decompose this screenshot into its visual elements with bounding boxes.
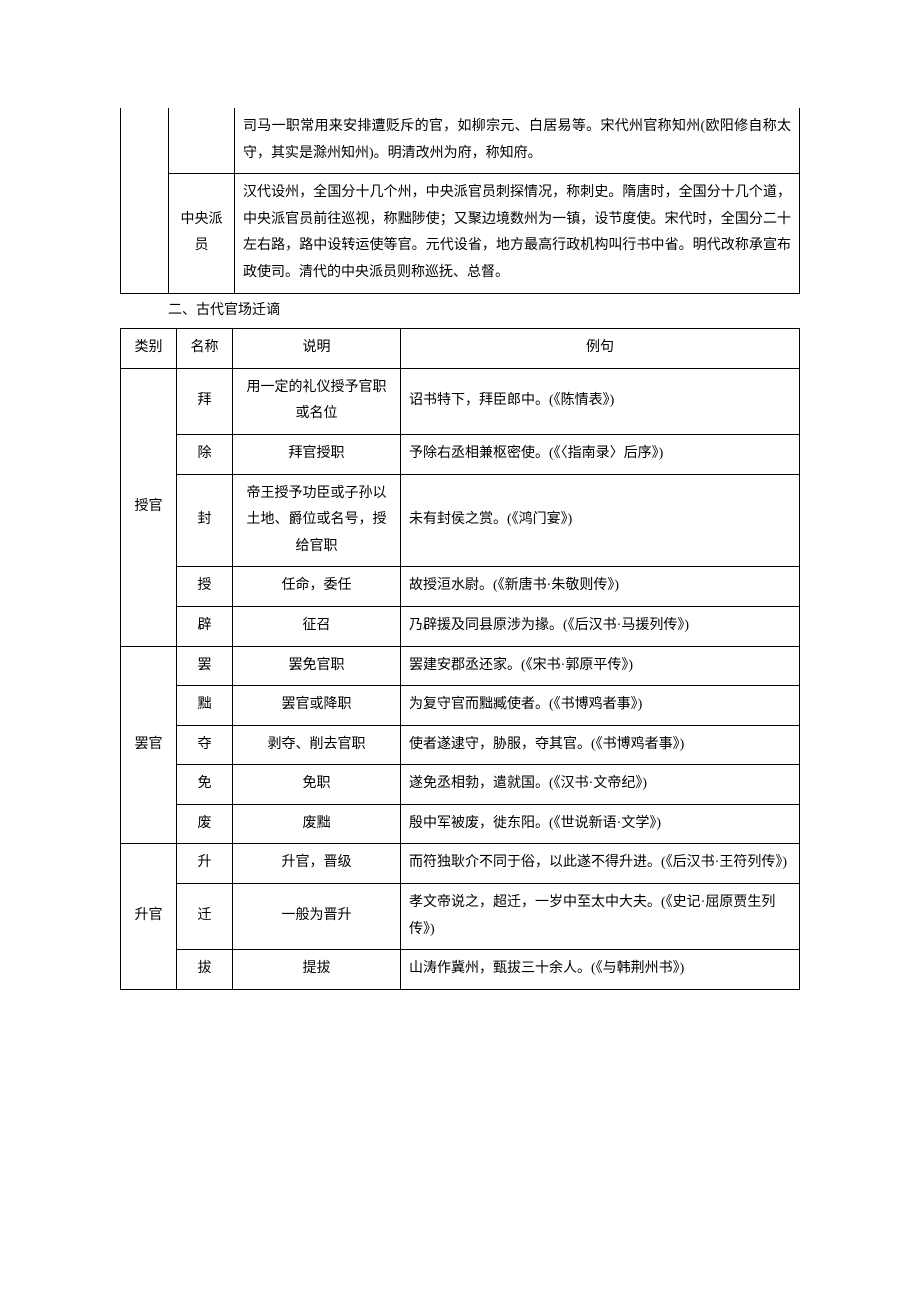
cell-desc: 罢官或降职 — [233, 686, 401, 726]
cell-example: 为复守官而黜臧使者。(《书博鸡者事》) — [401, 686, 800, 726]
table-row: 夺 剥夺、削去官职 使者遂逮守，胁服，夺其官。(《书博鸡者事》) — [121, 725, 800, 765]
cell-category-blank — [121, 108, 169, 293]
cell-name: 升 — [177, 844, 233, 884]
cell-name: 免 — [177, 765, 233, 805]
table-row: 辟 征召 乃辟援及同县原涉为掾。(《后汉书·马援列传》) — [121, 606, 800, 646]
cell-desc: 升官，晋级 — [233, 844, 401, 884]
table-row: 授官 拜 用一定的礼仪授予官职或名位 诏书特下，拜臣郎中。(《陈情表》) — [121, 368, 800, 434]
table-row: 废 废黜 殷中军被废，徙东阳。(《世说新语·文学》) — [121, 804, 800, 844]
cell-name: 罢 — [177, 646, 233, 686]
cell-category: 罢官 — [121, 646, 177, 844]
cell-name: 夺 — [177, 725, 233, 765]
header-category: 类别 — [121, 329, 177, 369]
table-row: 封 帝王授予功臣或子孙以土地、爵位或名号，授给官职 未有封侯之赏。(《鸿门宴》) — [121, 474, 800, 567]
cell-desc: 征召 — [233, 606, 401, 646]
cell-desc-1: 司马一职常用来安排遭贬斥的官，如柳宗元、白居易等。宋代州官称知州(欧阳修自称太守… — [235, 108, 800, 174]
cell-label-zhongyang: 中央派员 — [169, 174, 235, 293]
cell-example: 使者遂逮守，胁服，夺其官。(《书博鸡者事》) — [401, 725, 800, 765]
table-header-row: 类别 名称 说明 例句 — [121, 329, 800, 369]
table-row: 司马一职常用来安排遭贬斥的官，如柳宗元、白居易等。宋代州官称知州(欧阳修自称太守… — [121, 108, 800, 174]
cell-desc: 用一定的礼仪授予官职或名位 — [233, 368, 401, 434]
cell-example: 诏书特下，拜臣郎中。(《陈情表》) — [401, 368, 800, 434]
cell-name: 拔 — [177, 950, 233, 990]
cell-example: 未有封侯之赏。(《鸿门宴》) — [401, 474, 800, 567]
cell-desc: 拜官授职 — [233, 434, 401, 474]
table-row: 授 任命，委任 故授洹水尉。(《新唐书·朱敬则传》) — [121, 567, 800, 607]
cell-category: 升官 — [121, 844, 177, 989]
cell-name: 除 — [177, 434, 233, 474]
cell-example: 殷中军被废，徙东阳。(《世说新语·文学》) — [401, 804, 800, 844]
cell-name: 黜 — [177, 686, 233, 726]
header-example: 例句 — [401, 329, 800, 369]
table-officials-top: 司马一职常用来安排遭贬斥的官，如柳宗元、白居易等。宋代州官称知州(欧阳修自称太守… — [120, 108, 800, 294]
table-row: 升官 升 升官，晋级 而符独耿介不同于俗，以此遂不得升进。(《后汉书·王符列传》… — [121, 844, 800, 884]
cell-name: 迁 — [177, 884, 233, 950]
header-name: 名称 — [177, 329, 233, 369]
section-title: 二、古代官场迁谪 — [168, 298, 800, 325]
cell-label-blank — [169, 108, 235, 174]
table-row: 免 免职 遂免丞相勃，遣就国。(《汉书·文帝纪》) — [121, 765, 800, 805]
cell-example: 乃辟援及同县原涉为掾。(《后汉书·马援列传》) — [401, 606, 800, 646]
cell-desc: 任命，委任 — [233, 567, 401, 607]
cell-name: 授 — [177, 567, 233, 607]
cell-desc: 一般为晋升 — [233, 884, 401, 950]
cell-desc-2: 汉代设州，全国分十几个州，中央派官员刺探情况，称刺史。隋唐时，全国分十几个道，中… — [235, 174, 800, 293]
cell-example: 予除右丞相兼枢密使。(《〈指南录〉后序》) — [401, 434, 800, 474]
table-officials-migration: 类别 名称 说明 例句 授官 拜 用一定的礼仪授予官职或名位 诏书特下，拜臣郎中… — [120, 328, 800, 990]
cell-name: 封 — [177, 474, 233, 567]
cell-desc: 罢免官职 — [233, 646, 401, 686]
table-row: 中央派员 汉代设州，全国分十几个州，中央派官员刺探情况，称刺史。隋唐时，全国分十… — [121, 174, 800, 293]
table-row: 黜 罢官或降职 为复守官而黜臧使者。(《书博鸡者事》) — [121, 686, 800, 726]
cell-example: 山涛作冀州，甄拔三十余人。(《与韩荆州书》) — [401, 950, 800, 990]
cell-example: 遂免丞相勃，遣就国。(《汉书·文帝纪》) — [401, 765, 800, 805]
table-row: 迁 一般为晋升 孝文帝说之，超迁，一岁中至太中大夫。(《史记·屈原贾生列传》) — [121, 884, 800, 950]
cell-example: 罢建安郡丞还家。(《宋书·郭原平传》) — [401, 646, 800, 686]
table-row: 除 拜官授职 予除右丞相兼枢密使。(《〈指南录〉后序》) — [121, 434, 800, 474]
table-row: 罢官 罢 罢免官职 罢建安郡丞还家。(《宋书·郭原平传》) — [121, 646, 800, 686]
cell-desc: 废黜 — [233, 804, 401, 844]
cell-name: 废 — [177, 804, 233, 844]
table-row: 拔 提拔 山涛作冀州，甄拔三十余人。(《与韩荆州书》) — [121, 950, 800, 990]
cell-desc: 提拔 — [233, 950, 401, 990]
cell-name: 辟 — [177, 606, 233, 646]
cell-desc: 免职 — [233, 765, 401, 805]
cell-category: 授官 — [121, 368, 177, 646]
header-desc: 说明 — [233, 329, 401, 369]
cell-example: 而符独耿介不同于俗，以此遂不得升进。(《后汉书·王符列传》) — [401, 844, 800, 884]
cell-desc: 剥夺、削去官职 — [233, 725, 401, 765]
cell-desc: 帝王授予功臣或子孙以土地、爵位或名号，授给官职 — [233, 474, 401, 567]
cell-name: 拜 — [177, 368, 233, 434]
cell-example: 故授洹水尉。(《新唐书·朱敬则传》) — [401, 567, 800, 607]
cell-example: 孝文帝说之，超迁，一岁中至太中大夫。(《史记·屈原贾生列传》) — [401, 884, 800, 950]
